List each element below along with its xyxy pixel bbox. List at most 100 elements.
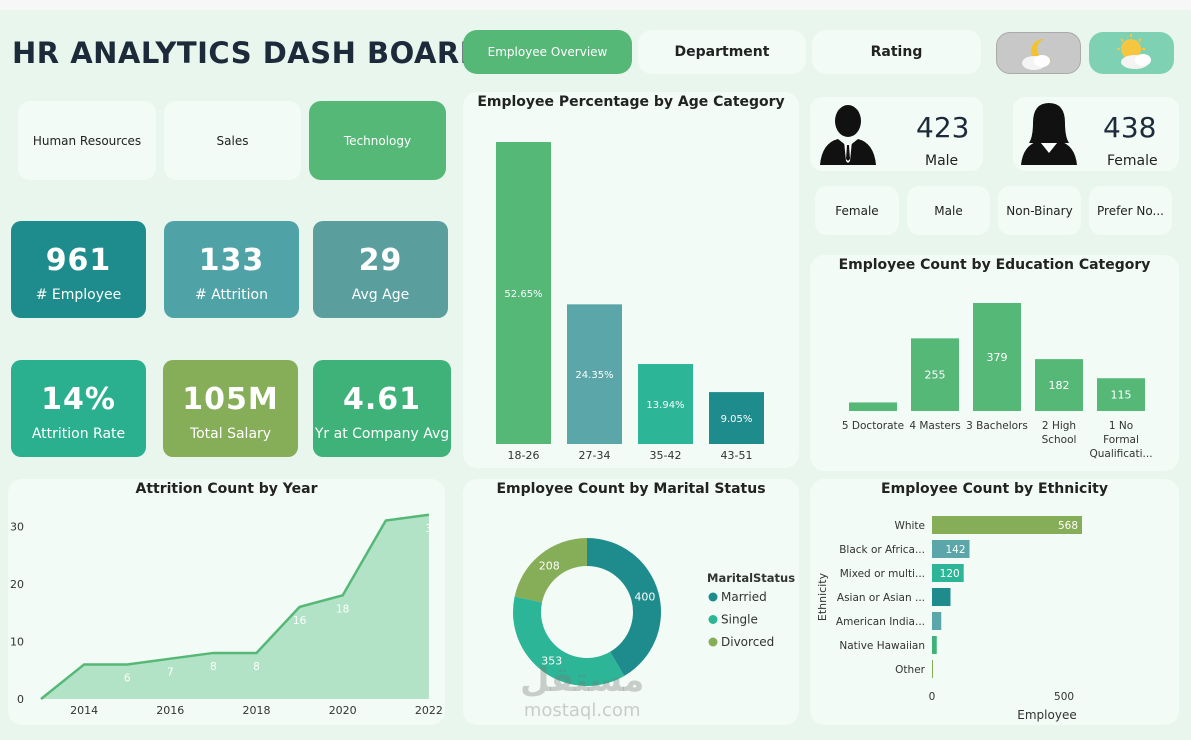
education-bar[interactable] (973, 303, 1021, 411)
age-chart-title: Employee Percentage by Age Category (477, 94, 785, 110)
night-mode-button[interactable] (996, 32, 1081, 74)
ethnicity-chart-title: Employee Count by Ethnicity (881, 481, 1108, 497)
education-category-label: Qualificati... (1089, 448, 1152, 460)
attrition-y-tick: 0 (17, 693, 24, 706)
marital-legend-title: MaritalStatus (707, 571, 795, 585)
marital-slice[interactable] (587, 538, 661, 676)
filter-non-binary[interactable]: Non-Binary (998, 186, 1081, 235)
marital-slice-label: 208 (539, 559, 560, 572)
education-bar[interactable] (911, 338, 959, 411)
attrition-chart-card: Attrition Count by Year 0 10 20 30 6 7 8 8 16 18 3… (8, 479, 445, 725)
marital-chart: 400 353 208 MaritalStatus Married Single Divor… (513, 538, 795, 686)
attrition-area (41, 514, 429, 699)
education-category-label: Formal (1103, 434, 1139, 446)
ethnicity-category-label: Other (895, 664, 925, 676)
marital-legend-dot (708, 637, 718, 647)
slicer-technology[interactable]: Technology (309, 101, 446, 180)
marital-slice-label: 400 (634, 590, 655, 603)
kpi-value: 105M (182, 382, 279, 417)
ethnicity-y-axis-label: Ethnicity (816, 572, 829, 621)
kpi-value: 29 (358, 243, 403, 278)
filter-female[interactable]: Female (815, 186, 899, 235)
filter-prefer-not[interactable]: Prefer No... (1089, 186, 1172, 235)
age-bar[interactable] (567, 304, 622, 444)
age-chart: 52.65% 18-26 24.35% 27-34 13.94% 35-42 9.05% 43… (496, 142, 764, 462)
ethnicity-x-axis-label: Employee (1017, 708, 1076, 722)
kpi-label: # Attrition (195, 287, 268, 303)
age-bar[interactable] (709, 392, 764, 444)
female-count: 438 (1103, 111, 1157, 144)
top-strip (0, 0, 1191, 10)
education-category-label: 3 Bachelors (966, 420, 1028, 432)
attrition-x-tick: 2020 (329, 704, 357, 717)
ethnicity-bar[interactable] (932, 540, 970, 558)
age-bar-label: 9.05% (721, 414, 753, 425)
tab-department[interactable]: Department (638, 30, 806, 74)
attrition-point-label: 8 (210, 661, 217, 673)
watermark-logo: مستقل mostaql.com (520, 660, 644, 721)
ethnicity-bar[interactable] (932, 636, 937, 654)
kpi-label: Total Salary (189, 426, 272, 442)
filter-male[interactable]: Male (907, 186, 990, 235)
female-card: 438 Female (1013, 97, 1179, 171)
page-title: HR ANALYTICS DASH BOARD (12, 36, 485, 70)
education-bar-label: 182 (1049, 379, 1070, 392)
kpi-label: Avg Age (351, 287, 410, 303)
kpi-avg-age-card: 29 Avg Age (313, 221, 448, 318)
education-bar[interactable] (1097, 378, 1145, 411)
ethnicity-category-label: American India... (836, 616, 925, 628)
marital-chart-title: Employee Count by Marital Status (496, 481, 766, 497)
marital-chart-card: Employee Count by Marital Status 400 353 2… (463, 479, 799, 725)
education-category-label: 4 Masters (909, 420, 960, 432)
ethnicity-bar[interactable] (932, 660, 933, 678)
age-bar-label: 13.94% (646, 400, 684, 411)
attrition-x-tick: 2018 (243, 704, 271, 717)
ethnicity-x-tick: 0 (929, 691, 936, 703)
age-category-label: 18-26 (508, 449, 540, 462)
marital-legend-label[interactable]: Married (721, 590, 767, 604)
age-bar[interactable] (638, 364, 693, 444)
ethnicity-bar[interactable] (932, 516, 1082, 534)
male-label: Male (925, 153, 959, 169)
sun-cloud-icon (1116, 34, 1151, 69)
kpi-label: Attrition Rate (31, 426, 126, 442)
ethnicity-chart-card: Employee Count by Ethnicity White 568 Blac… (810, 479, 1179, 725)
education-bar[interactable] (1035, 359, 1083, 411)
education-bar[interactable] (849, 402, 897, 411)
age-bar-label: 52.65% (504, 289, 542, 300)
attrition-x-tick: 2014 (70, 704, 98, 717)
ethnicity-category-label: Black or Africa... (839, 544, 925, 556)
attrition-y-tick: 10 (10, 635, 24, 648)
marital-slice[interactable] (513, 596, 625, 686)
kpi-value: 14% (41, 382, 116, 417)
attrition-y-tick: 30 (10, 520, 24, 533)
kpi-label: Yr at Company Avg (314, 426, 450, 442)
marital-slice[interactable] (514, 538, 587, 603)
kpi-attrition-rate-card: 14% Attrition Rate (11, 360, 146, 457)
education-category-label: 5 Doctorate (842, 420, 904, 432)
education-category-label: 2 High (1042, 420, 1076, 432)
female-label: Female (1107, 153, 1158, 169)
day-mode-button[interactable] (1089, 32, 1174, 74)
marital-legend-label[interactable]: Single (721, 613, 758, 627)
slicer-sales[interactable]: Sales (164, 101, 301, 180)
attrition-point-label: 8 (253, 661, 260, 673)
ethnicity-chart: White 568 Black or Africa... 142 Mixed or mu… (816, 516, 1082, 722)
ethnicity-bar-label: 142 (945, 544, 965, 556)
slicer-human-resources[interactable]: Human Resources (18, 101, 156, 180)
attrition-x-tick: 2022 (415, 704, 443, 717)
tab-employee-overview[interactable]: Employee Overview (463, 30, 632, 74)
attrition-y-tick: 20 (10, 578, 24, 591)
age-bar[interactable] (496, 142, 551, 444)
ethnicity-bar[interactable] (932, 612, 942, 630)
age-category-label: 27-34 (579, 449, 611, 462)
age-bar-label: 24.35% (575, 370, 613, 381)
attrition-point-label: 7 (167, 667, 174, 679)
kpi-years-at-company-card: 4.61 Yr at Company Avg (313, 360, 451, 457)
attrition-point-label: 3 (426, 523, 433, 535)
attrition-chart-title: Attrition Count by Year (135, 481, 318, 497)
ethnicity-bar[interactable] (932, 564, 964, 582)
marital-legend-label[interactable]: Divorced (721, 635, 774, 649)
ethnicity-bar[interactable] (932, 588, 951, 606)
tab-rating[interactable]: Rating (812, 30, 981, 74)
